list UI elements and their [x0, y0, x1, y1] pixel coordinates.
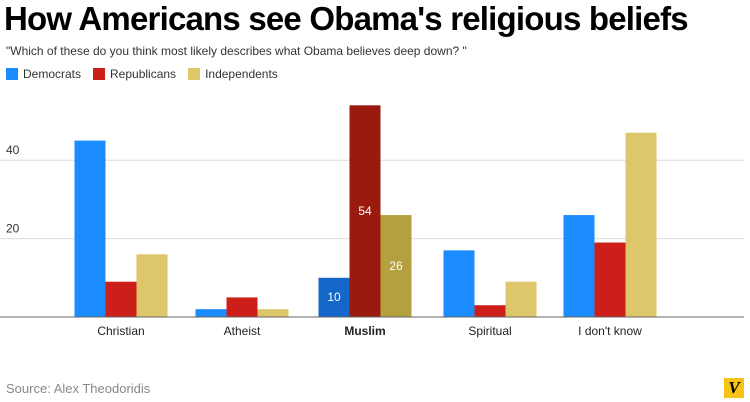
x-tick-label-atheist: Atheist	[224, 324, 261, 338]
bar-atheist-independents	[257, 309, 289, 317]
bar-spiritual-independents	[505, 281, 537, 317]
bar-christian-democrats	[74, 140, 106, 317]
legend-label-democrats: Democrats	[23, 67, 82, 81]
bar-muslim-independents	[380, 215, 412, 317]
bar-christian-republicans	[105, 281, 137, 317]
y-tick-label-20: 20	[6, 222, 20, 236]
data-label-muslim-democrats: 10	[327, 290, 341, 304]
x-tick-label-spiritual: Spiritual	[468, 324, 511, 338]
bar-i-don-t-know-democrats	[563, 215, 595, 317]
legend-label-republicans: Republicans	[110, 67, 177, 81]
bar-atheist-republicans	[226, 297, 258, 317]
x-tick-label-muslim: Muslim	[344, 324, 385, 338]
bar-spiritual-republicans	[474, 305, 506, 317]
bar-muslim-republicans	[349, 105, 381, 317]
legend: Democrats Republicans Independents	[6, 67, 290, 81]
y-tick-label-40: 40	[6, 143, 20, 157]
chart-title: How Americans see Obama's religious beli…	[4, 0, 689, 37]
bar-atheist-democrats	[195, 309, 227, 317]
data-label-muslim-independents: 26	[389, 259, 403, 273]
bar-i-don-t-know-independents	[625, 132, 657, 317]
legend-swatch-democrats	[6, 68, 18, 80]
source-note: Source: Alex Theodoridis	[6, 381, 151, 396]
legend-item-democrats: Democrats	[6, 67, 81, 81]
legend-swatch-republicans	[93, 68, 106, 80]
legend-item-independents: Independents	[188, 67, 278, 81]
data-label-muslim-republicans: 54	[358, 204, 372, 218]
bar-christian-independents	[136, 254, 168, 317]
chart-subtitle: "Which of these do you think most likely…	[6, 44, 467, 58]
vox-logo: V	[724, 378, 744, 398]
bar-i-don-t-know-republicans	[594, 242, 626, 317]
x-tick-label-christian: Christian	[97, 324, 144, 338]
x-tick-label-i-don-t-know: I don't know	[578, 324, 642, 338]
legend-swatch-independents	[188, 68, 201, 80]
legend-label-independents: Independents	[205, 67, 278, 81]
bar-spiritual-democrats	[443, 250, 475, 317]
legend-item-republicans: Republicans	[93, 67, 176, 81]
bar-muslim-democrats	[318, 277, 350, 317]
